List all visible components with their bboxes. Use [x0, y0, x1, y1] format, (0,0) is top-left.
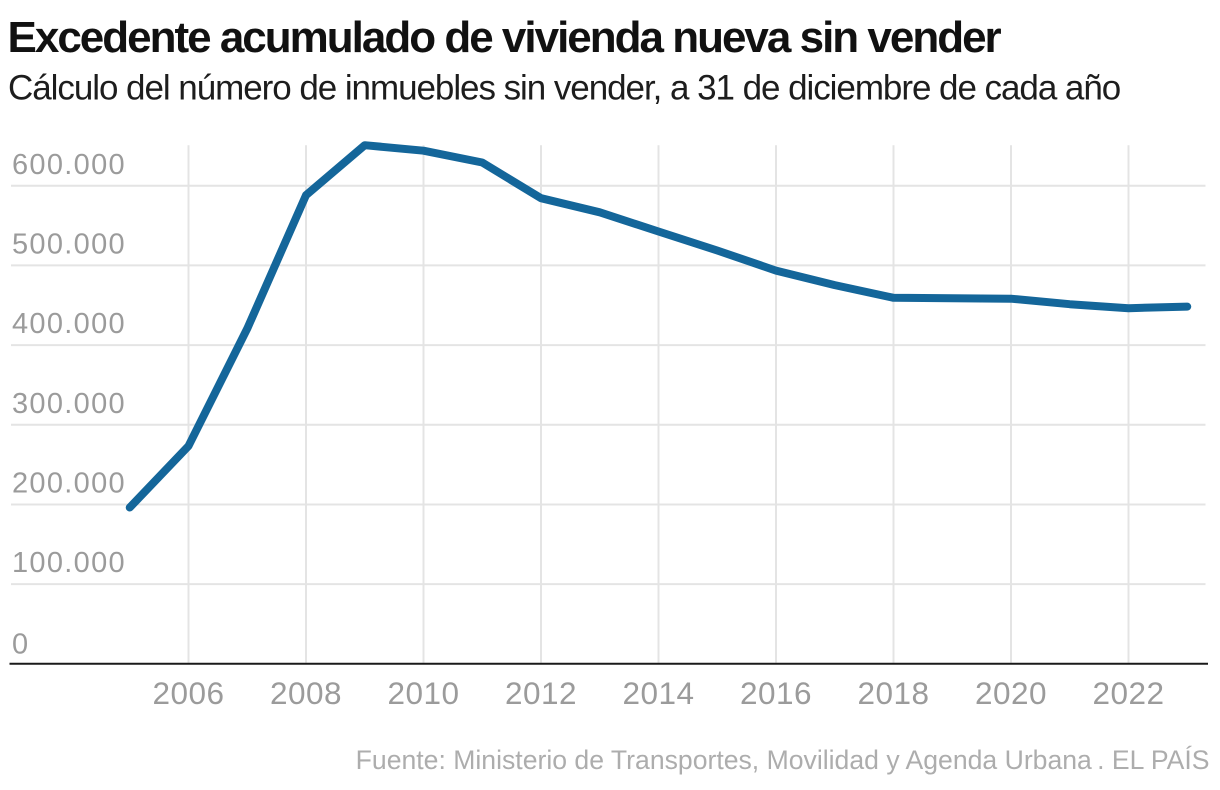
svg-text:2012: 2012	[505, 675, 577, 711]
svg-text:2018: 2018	[857, 675, 929, 711]
svg-text:Cálculo del número de inmueble: Cálculo del número de inmuebles sin vend…	[8, 69, 1120, 108]
svg-text:600.000: 600.000	[12, 149, 126, 181]
svg-text:400.000: 400.000	[12, 308, 126, 340]
svg-text:2010: 2010	[387, 675, 459, 711]
svg-text:500.000: 500.000	[12, 228, 126, 260]
svg-text:2022: 2022	[1092, 675, 1164, 711]
svg-text:Excedente acumulado de viviend: Excedente acumulado de vivienda nueva si…	[8, 13, 1002, 62]
svg-text:2016: 2016	[740, 675, 812, 711]
svg-text:0: 0	[12, 629, 29, 661]
svg-text:100.000: 100.000	[12, 547, 126, 579]
svg-text:2006: 2006	[152, 675, 224, 711]
svg-text:300.000: 300.000	[12, 388, 126, 420]
svg-text:200.000: 200.000	[12, 468, 126, 500]
svg-text:2008: 2008	[270, 675, 342, 711]
svg-text:Fuente: Ministerio de Transpor: Fuente: Ministerio de Transportes, Movil…	[356, 745, 1210, 775]
svg-text:2014: 2014	[622, 675, 694, 711]
svg-text:2020: 2020	[975, 675, 1047, 711]
